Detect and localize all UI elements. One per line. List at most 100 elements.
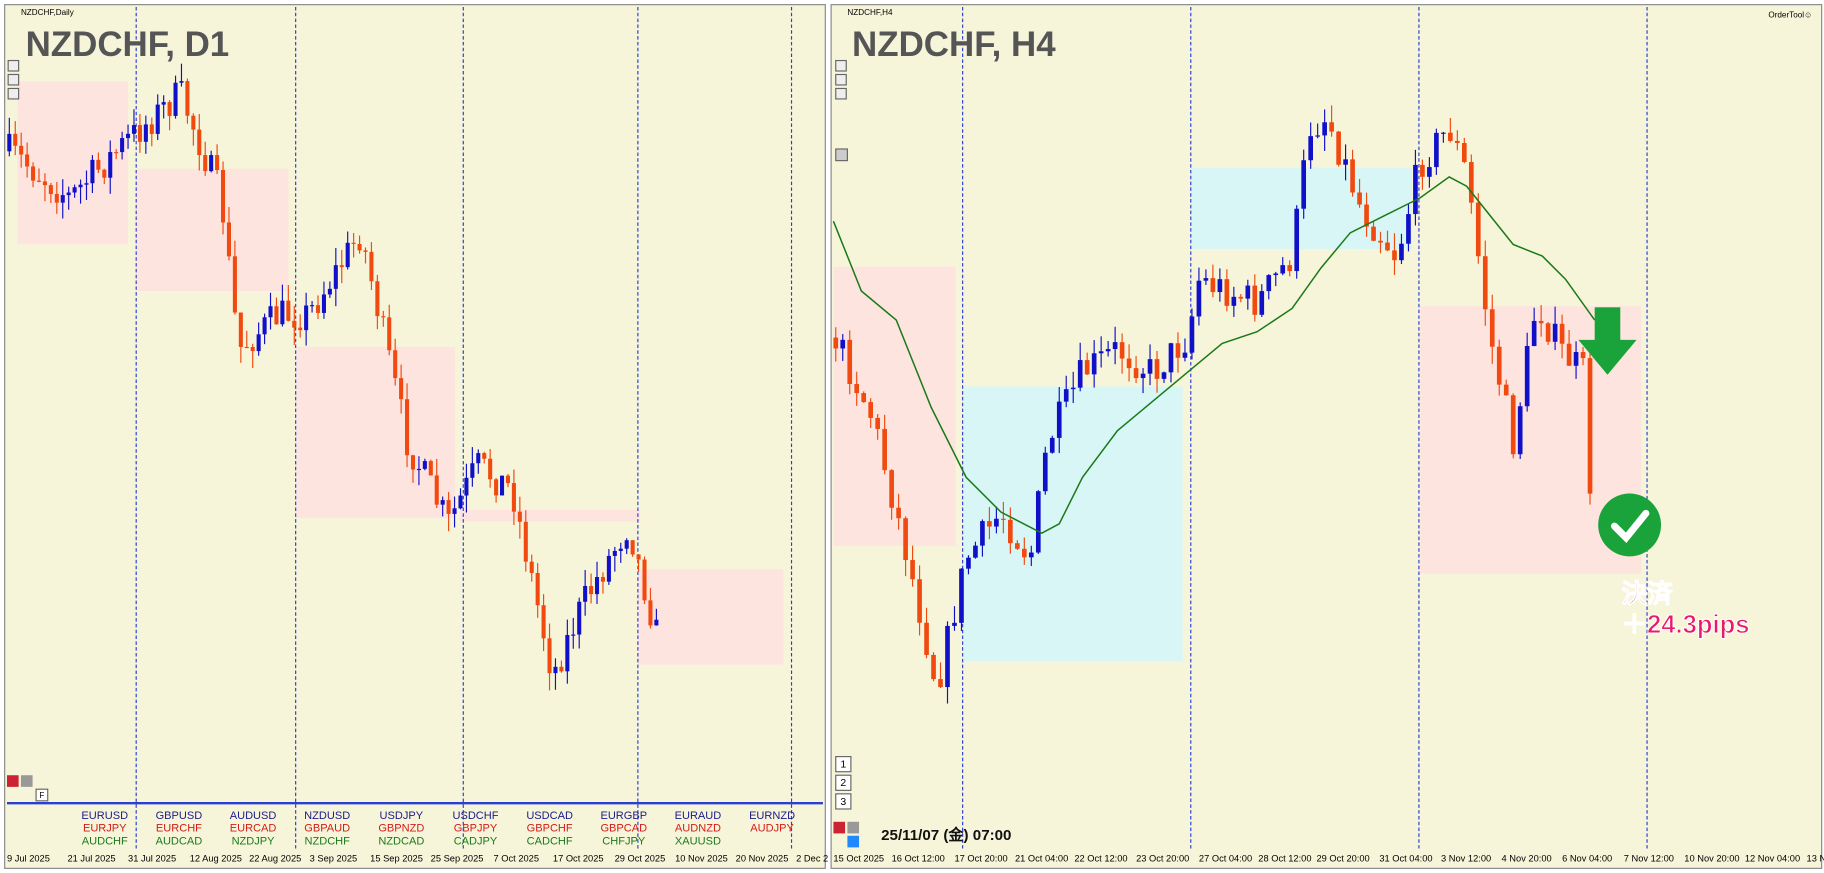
x-label: 15 Sep 2025 [370, 853, 423, 863]
candle-body [114, 152, 119, 154]
candle-body [624, 540, 629, 549]
candle-body [1350, 159, 1355, 193]
symbol[interactable]: EURAUD [675, 810, 722, 822]
symbol[interactable]: USDCHF [452, 810, 498, 822]
candle-body [500, 475, 505, 496]
candle-body [636, 554, 641, 560]
candle-body [84, 183, 89, 185]
button-label[interactable]: 1 [840, 760, 846, 771]
candle-body [286, 300, 291, 321]
candle-body [1392, 250, 1397, 261]
candle-body [1182, 352, 1188, 358]
symbol[interactable]: EURJPY [83, 823, 127, 835]
symbol[interactable]: NZDCHF [304, 835, 350, 847]
symbol[interactable]: AUDCAD [156, 835, 203, 847]
symbol[interactable]: EURCHF [156, 823, 202, 835]
symbol[interactable]: CADJPY [454, 835, 498, 847]
x-label: 20 Nov 2025 [736, 853, 789, 863]
candle-body [191, 115, 196, 130]
candle-body [90, 159, 95, 184]
candle-body [1510, 395, 1516, 455]
candle-body [1329, 122, 1334, 132]
button-label[interactable]: 3 [840, 797, 846, 808]
button-label[interactable]: F [39, 791, 44, 800]
candle-body [1070, 387, 1076, 390]
candle-body [36, 180, 42, 182]
candle-body [1224, 279, 1230, 306]
candle-body [369, 251, 374, 282]
candle-body [529, 561, 534, 573]
x-label: 7 Oct 2025 [494, 853, 539, 863]
candle-body [875, 417, 880, 429]
candle-body [1538, 320, 1544, 324]
candle-body [618, 548, 623, 551]
candle-body [1028, 552, 1034, 558]
candle-body [517, 511, 522, 522]
symbol[interactable]: AUDCHF [82, 835, 128, 847]
candle-body [494, 479, 499, 496]
zone [637, 569, 784, 665]
candle-body [1154, 359, 1160, 379]
candle-body [167, 102, 172, 116]
candle-body [606, 555, 611, 582]
candle-body [399, 378, 404, 400]
candle-body [102, 169, 107, 178]
candle-body [1001, 518, 1006, 520]
x-label: 29 Oct 2025 [615, 853, 666, 863]
symbol[interactable]: GBPAUD [304, 823, 350, 835]
candle-body [910, 560, 915, 580]
candle-body [1385, 242, 1390, 251]
candle-body [446, 500, 451, 514]
symbol[interactable]: GBPCAD [600, 823, 647, 835]
symbol[interactable]: XAUUSD [675, 835, 721, 847]
symbol[interactable]: USDJPY [380, 810, 424, 822]
candle-body [1413, 164, 1418, 215]
symbol[interactable]: EURGBP [600, 810, 647, 822]
candle-body [66, 192, 71, 196]
order-tool[interactable]: OrderTool☺ [1768, 10, 1812, 19]
symbol[interactable]: EURCAD [230, 823, 277, 835]
candle-body [973, 545, 978, 558]
symbol[interactable]: GBPJPY [454, 823, 498, 835]
button[interactable] [35, 788, 49, 802]
symbol[interactable]: AUDJPY [750, 823, 794, 835]
symbol[interactable]: CHFJPY [602, 835, 646, 847]
symbol[interactable]: EURUSD [81, 810, 128, 822]
x-label: 4 Nov 20:00 [1502, 853, 1552, 863]
x-label: 15 Oct 2025 [833, 853, 884, 863]
candle-body [571, 634, 576, 636]
button[interactable] [835, 774, 852, 791]
candle-body [387, 317, 392, 351]
x-label: 10 Nov 2025 [675, 853, 728, 863]
symbol[interactable]: GBPNZD [378, 823, 424, 835]
button-label[interactable]: 2 [840, 778, 846, 789]
candle-body [351, 242, 356, 244]
symbol[interactable]: AUDNZD [675, 823, 721, 835]
symbol[interactable]: NZDJPY [232, 835, 276, 847]
candle-body [1161, 372, 1167, 379]
symbol[interactable]: NZDCAD [378, 835, 424, 847]
candle-body [523, 521, 528, 562]
symbol[interactable]: AUDUSD [230, 810, 277, 822]
symbol[interactable]: GBPCHF [527, 823, 573, 835]
candle-body [854, 384, 860, 394]
candle-body [861, 393, 867, 403]
candle-body [1441, 132, 1446, 134]
button[interactable] [835, 793, 852, 810]
candle-body [292, 320, 297, 328]
candle-body [357, 243, 362, 251]
candle-body [577, 601, 582, 635]
symbol[interactable]: CADCHF [527, 835, 573, 847]
candle-body [1015, 543, 1020, 549]
candle-body [1245, 285, 1251, 299]
candle-body [559, 666, 564, 672]
entry-arrow [1578, 307, 1637, 375]
symbol[interactable]: EURNZD [749, 810, 795, 822]
symbol[interactable]: USDCAD [526, 810, 573, 822]
symbol[interactable]: NZDUSD [304, 810, 350, 822]
candle-body [1049, 437, 1055, 453]
symbol[interactable]: GBPUSD [156, 810, 203, 822]
button[interactable] [835, 756, 852, 773]
x-label: 9 Jul 2025 [7, 853, 50, 863]
